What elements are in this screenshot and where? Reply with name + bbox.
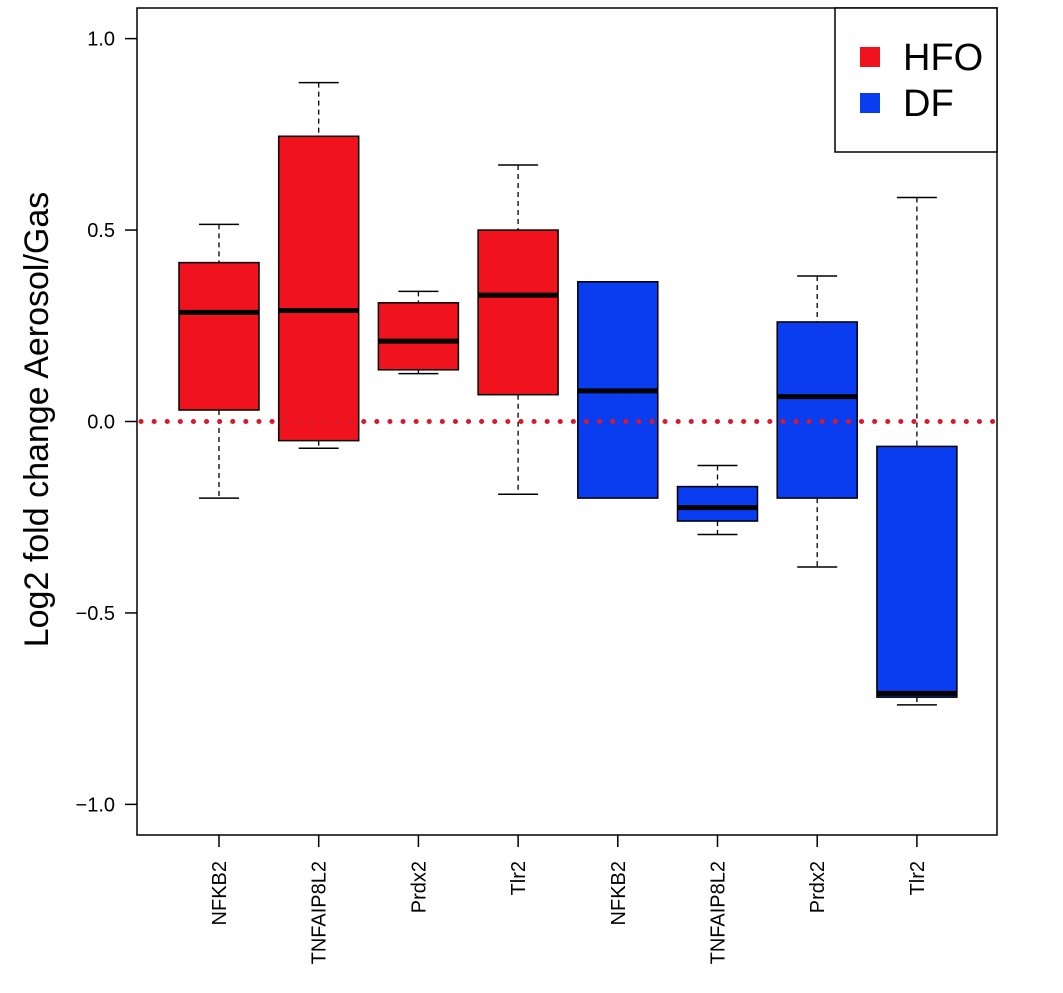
- x-tick-label: NFKB2: [209, 861, 231, 925]
- y-axis: −1.0 −0.5 0.0 0.5 1.0: [76, 29, 137, 816]
- y-tick-label: 0.5: [87, 220, 115, 242]
- x-tick-label: NFKB2: [608, 861, 630, 925]
- box-3-hfo-prdx2: [377, 290, 460, 375]
- box-8-df-tlr2: [876, 196, 958, 706]
- box-1-hfo-nfkb2: [178, 223, 260, 499]
- x-tick-label: Tlr2: [907, 861, 929, 895]
- x-tick-label: Prdx2: [807, 861, 829, 913]
- legend-label-df: DF: [903, 83, 954, 125]
- legend-swatch-hfo: [860, 47, 880, 67]
- box-body: [876, 445, 958, 698]
- box-body: [477, 229, 559, 396]
- legend-box: [834, 7, 998, 153]
- legend-swatch-df: [860, 93, 880, 113]
- box-4-hfo-tlr2: [477, 164, 559, 495]
- x-tick-label: Tlr2: [508, 861, 530, 895]
- box-body: [377, 302, 460, 371]
- y-tick-label: −0.5: [76, 603, 115, 625]
- y-tick-label: −1.0: [76, 794, 115, 816]
- x-tick-label: TNFAIP8L2: [309, 861, 331, 964]
- box-2-hfo-tnfaip8l2: [277, 81, 360, 450]
- y-tick-label: 0.0: [87, 412, 115, 434]
- x-tick-label: TNFAIP8L2: [708, 861, 730, 964]
- box-7-df-prdx2: [776, 275, 858, 568]
- box-body: [776, 321, 858, 499]
- box-body: [277, 135, 360, 442]
- box-body: [178, 261, 260, 411]
- boxes-layer: [178, 81, 958, 706]
- legend-label-hfo: HFO: [903, 37, 983, 79]
- x-axis: NFKB2 TNFAIP8L2 Prdx2 Tlr2 NFKB2 TNFAIP8L2 Prd…: [209, 835, 929, 964]
- box-6-df-tnfaip8l2: [676, 464, 759, 536]
- y-axis-label: Log2 fold change Aerosol/Gas: [18, 192, 56, 648]
- box-body: [676, 485, 759, 522]
- box-5-df-nfkb2: [577, 281, 659, 499]
- y-tick-label: 1.0: [87, 29, 115, 51]
- x-tick-label: Prdx2: [408, 861, 430, 913]
